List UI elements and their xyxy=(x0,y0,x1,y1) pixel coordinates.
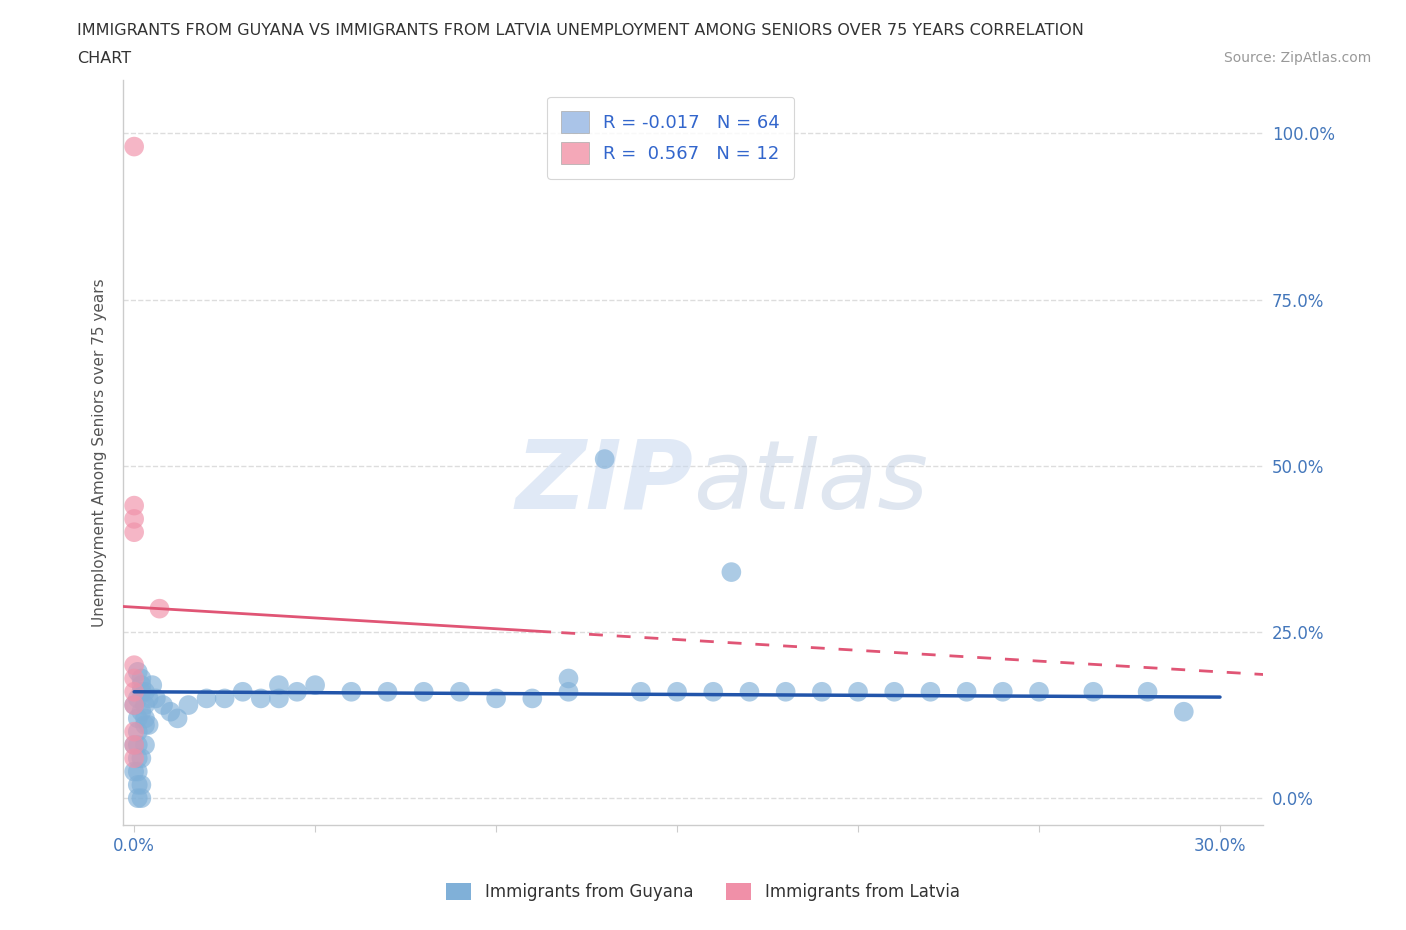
Point xyxy=(134,684,156,699)
Point xyxy=(127,790,149,805)
Point xyxy=(177,698,200,712)
Point xyxy=(122,737,145,752)
Point xyxy=(1173,704,1195,719)
Point xyxy=(377,684,399,699)
Point xyxy=(267,691,290,706)
Point xyxy=(557,684,579,699)
Point xyxy=(127,777,149,792)
Point xyxy=(166,711,188,725)
Point xyxy=(122,671,145,686)
Point xyxy=(131,678,153,693)
Point xyxy=(127,764,149,779)
Point xyxy=(1136,684,1159,699)
Point xyxy=(593,452,616,467)
Point xyxy=(122,698,145,712)
Point xyxy=(127,711,149,725)
Point xyxy=(1083,684,1105,699)
Point xyxy=(127,751,149,765)
Point xyxy=(127,691,149,706)
Point xyxy=(122,525,145,539)
Point xyxy=(232,684,254,699)
Point xyxy=(122,512,145,526)
Point xyxy=(340,684,363,699)
Point xyxy=(122,737,145,752)
Point xyxy=(522,691,544,706)
Point xyxy=(127,724,149,739)
Legend: R = -0.017   N = 64, R =  0.567   N = 12: R = -0.017 N = 64, R = 0.567 N = 12 xyxy=(547,97,794,179)
Y-axis label: Unemployment Among Seniors over 75 years: Unemployment Among Seniors over 75 years xyxy=(93,278,107,627)
Point xyxy=(152,698,174,712)
Text: ZIP: ZIP xyxy=(516,436,693,529)
Point xyxy=(134,711,156,725)
Point xyxy=(195,691,218,706)
Point xyxy=(811,684,834,699)
Point xyxy=(131,704,153,719)
Text: Source: ZipAtlas.com: Source: ZipAtlas.com xyxy=(1223,51,1371,65)
Point xyxy=(134,737,156,752)
Text: CHART: CHART xyxy=(77,51,131,66)
Point xyxy=(122,698,145,712)
Point xyxy=(138,718,160,733)
Point xyxy=(267,678,290,693)
Point xyxy=(557,671,579,686)
Point xyxy=(131,777,153,792)
Point xyxy=(122,751,145,765)
Point xyxy=(141,678,163,693)
Point xyxy=(956,684,979,699)
Point xyxy=(138,691,160,706)
Point xyxy=(127,737,149,752)
Point xyxy=(214,691,236,706)
Point xyxy=(127,664,149,679)
Point xyxy=(412,684,434,699)
Point xyxy=(131,671,153,686)
Point xyxy=(122,498,145,513)
Point xyxy=(250,691,273,706)
Point xyxy=(131,684,153,699)
Point xyxy=(920,684,942,699)
Text: IMMIGRANTS FROM GUYANA VS IMMIGRANTS FROM LATVIA UNEMPLOYMENT AMONG SENIORS OVER: IMMIGRANTS FROM GUYANA VS IMMIGRANTS FRO… xyxy=(77,23,1084,38)
Point xyxy=(485,691,508,706)
Point xyxy=(991,684,1014,699)
Point xyxy=(134,718,156,733)
Point xyxy=(630,684,652,699)
Point xyxy=(285,684,308,699)
Point xyxy=(134,698,156,712)
Point xyxy=(148,601,170,616)
Point xyxy=(775,684,797,699)
Point xyxy=(122,140,145,154)
Point xyxy=(720,565,742,579)
Point xyxy=(1028,684,1050,699)
Point xyxy=(122,684,145,699)
Point xyxy=(159,704,181,719)
Point xyxy=(145,691,167,706)
Point xyxy=(666,684,689,699)
Point xyxy=(304,678,326,693)
Legend: Immigrants from Guyana, Immigrants from Latvia: Immigrants from Guyana, Immigrants from … xyxy=(440,876,966,908)
Point xyxy=(883,684,905,699)
Point xyxy=(131,751,153,765)
Point xyxy=(846,684,869,699)
Text: atlas: atlas xyxy=(693,436,928,529)
Point xyxy=(122,724,145,739)
Point xyxy=(122,658,145,672)
Point xyxy=(131,790,153,805)
Point xyxy=(122,764,145,779)
Point xyxy=(449,684,471,699)
Point xyxy=(702,684,724,699)
Point xyxy=(738,684,761,699)
